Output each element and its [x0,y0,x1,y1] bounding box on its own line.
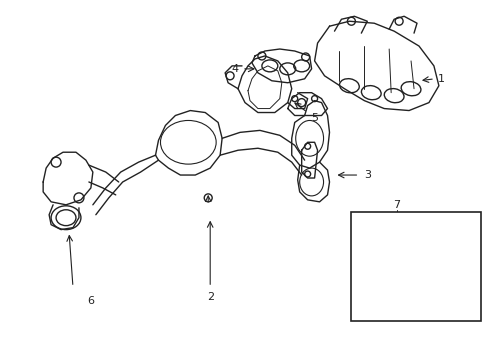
Text: 7: 7 [393,200,400,210]
Ellipse shape [376,275,396,299]
Text: 6: 6 [87,296,94,306]
Text: 3: 3 [363,170,370,180]
Text: 4: 4 [231,64,238,74]
Ellipse shape [359,260,383,288]
Text: 1: 1 [436,74,444,84]
Text: 5: 5 [310,113,318,123]
Text: 2: 2 [206,292,213,302]
Bar [351,212,480,321]
